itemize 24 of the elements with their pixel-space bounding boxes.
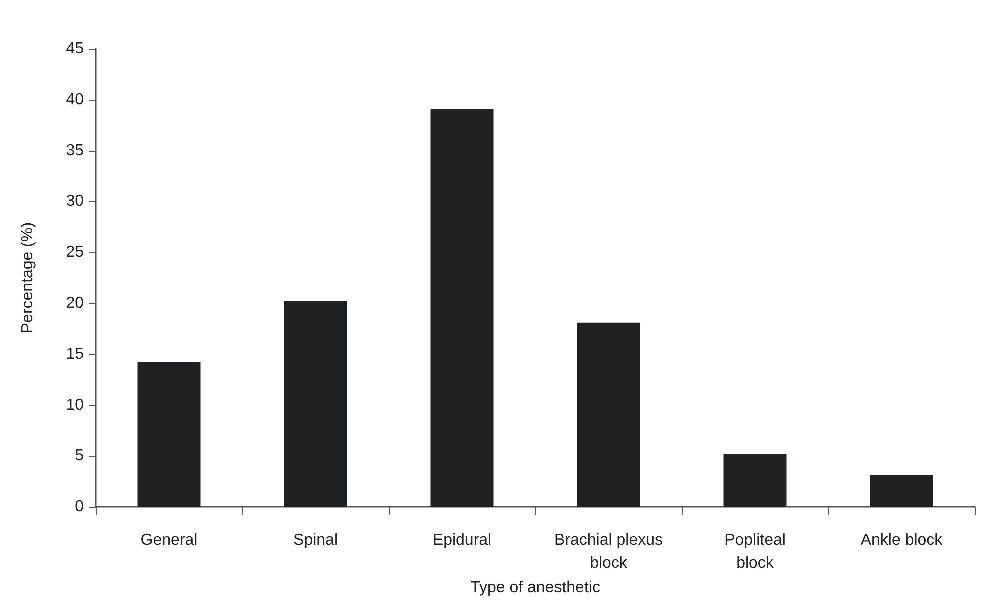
y-tick-label: 25 [66, 244, 84, 262]
y-axis-title: Percentage (%) [20, 222, 36, 334]
x-tick-label: Brachial plexus block [554, 532, 663, 572]
y-tick-label: 30 [66, 193, 84, 210]
y-tick-label: 35 [66, 142, 84, 160]
x-tick-label: Epidural [432, 532, 492, 550]
x-tick-label: Ankle block [860, 532, 944, 550]
y-tick-label: 15 [66, 346, 84, 363]
bar [577, 322, 640, 508]
x-tick-label: General [140, 532, 198, 550]
y-tick-label: 40 [66, 91, 84, 108]
x-tick-label: Spinal [294, 532, 338, 550]
y-tick-label: 20 [66, 295, 84, 312]
bar [284, 301, 348, 508]
y-tick-label: 10 [66, 396, 84, 414]
x-tick-label: Popliteal block [724, 532, 786, 572]
bar [724, 454, 787, 508]
x-axis-title: Type of anesthetic [470, 580, 600, 596]
y-tick-label: 5 [75, 448, 84, 465]
bar [430, 109, 494, 508]
y-tick-label: 0 [75, 498, 84, 516]
y-tick-label: 45 [66, 40, 84, 58]
bar [138, 362, 201, 508]
bar [870, 476, 934, 508]
